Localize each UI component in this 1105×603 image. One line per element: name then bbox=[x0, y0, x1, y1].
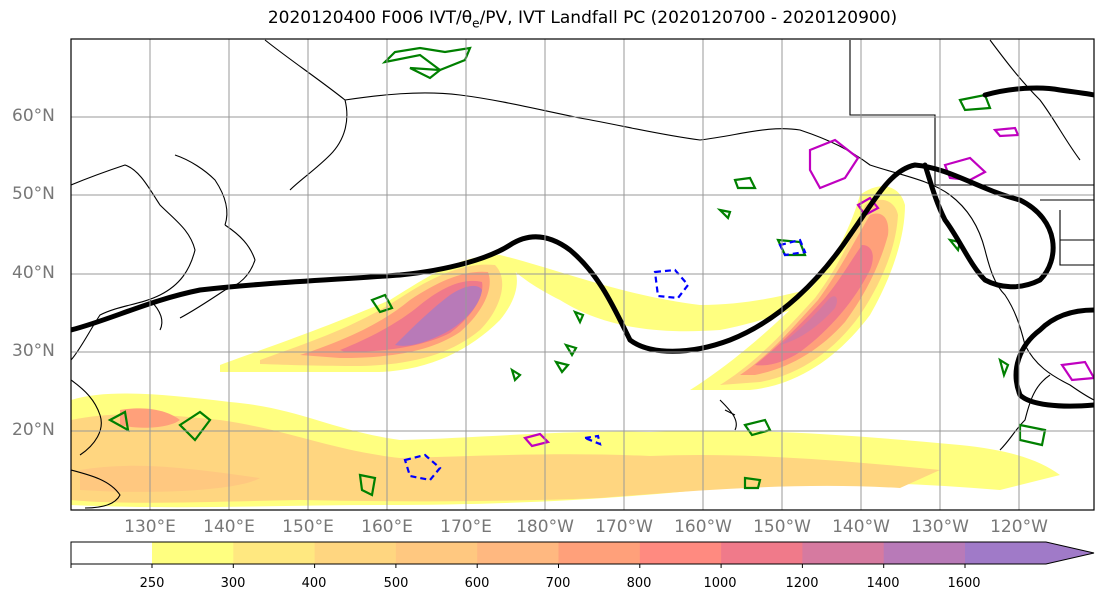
gridlines bbox=[71, 39, 1094, 510]
theta-e-cold-contours bbox=[403, 238, 807, 482]
lon-label-170e: 170°E bbox=[440, 517, 492, 537]
lat-label-40n: 40°N bbox=[12, 263, 55, 283]
lon-label-150e: 150°E bbox=[282, 517, 334, 537]
lon-label-130e: 130°E bbox=[124, 517, 176, 537]
lat-label-20n: 20°N bbox=[12, 420, 55, 440]
colorbar-label-700: 700 bbox=[545, 576, 571, 591]
colorbar-label-1200: 1200 bbox=[785, 576, 819, 591]
lon-label-140e: 140°E bbox=[203, 517, 255, 537]
pv-contours bbox=[107, 46, 1047, 497]
lon-label-120w: 120°W bbox=[990, 517, 1048, 537]
ivt-shading bbox=[71, 186, 1060, 508]
theta-e-warm-contours bbox=[523, 126, 1094, 448]
colorbar-label-1000: 1000 bbox=[703, 576, 737, 591]
lon-label-160e: 160°E bbox=[361, 517, 413, 537]
chart-title: 2020120400 F006 IVT/θe/PV, IVT Landfall … bbox=[267, 8, 898, 31]
colorbar-label-1600: 1600 bbox=[947, 576, 981, 591]
map-frame bbox=[70, 38, 1095, 511]
lon-label-160w: 160°W bbox=[674, 517, 732, 537]
colorbar-label-300: 300 bbox=[220, 576, 246, 591]
lon-label-150w: 150°W bbox=[753, 517, 811, 537]
lon-label-180w: 180°W bbox=[516, 517, 574, 537]
colorbar-label-400: 400 bbox=[301, 576, 327, 591]
lon-label-170w: 170°W bbox=[595, 517, 653, 537]
colorbar-label-250: 250 bbox=[139, 576, 165, 591]
lon-label-140w: 140°W bbox=[832, 517, 890, 537]
colorbar-label-800: 800 bbox=[626, 576, 652, 591]
lon-label-130w: 130°W bbox=[911, 517, 969, 537]
lat-label-60n: 60°N bbox=[12, 106, 55, 126]
colorbar-label-500: 500 bbox=[383, 576, 409, 591]
colorbar-label-600: 600 bbox=[464, 576, 490, 591]
lat-label-30n: 30°N bbox=[12, 341, 55, 361]
colorbar-label-1400: 1400 bbox=[866, 576, 900, 591]
lat-label-50n: 50°N bbox=[12, 184, 55, 204]
landfall-pc-contour bbox=[71, 85, 1094, 409]
